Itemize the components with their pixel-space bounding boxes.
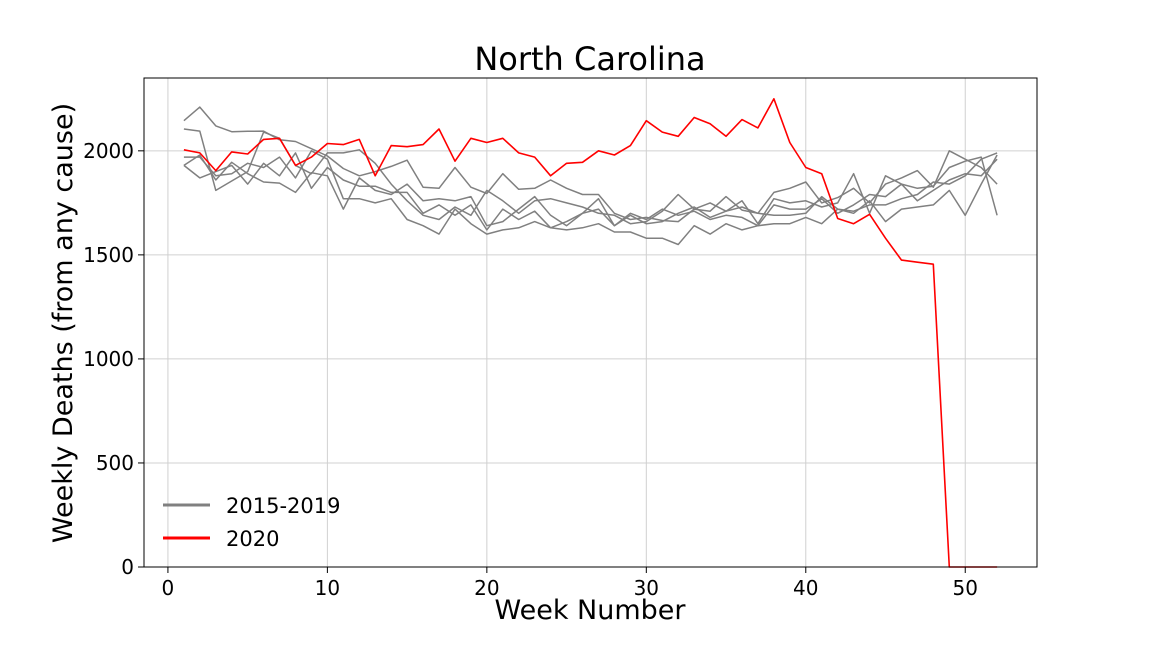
- x-ticks: 0 10 20 30 40 50: [162, 567, 978, 600]
- y-axis-label: Weekly Deaths (from any cause): [48, 103, 79, 543]
- chart-title: North Carolina: [474, 40, 705, 78]
- y-tick-label: 1500: [83, 243, 134, 267]
- series-line-2015-2019: [183, 150, 998, 246]
- legend: 2015-2019 2020: [163, 494, 340, 551]
- series-line-2015-2019: [183, 152, 998, 231]
- y-ticks: 0 500 1000 1500 2000: [83, 139, 144, 579]
- legend-label: 2020: [226, 527, 279, 551]
- x-tick-label: 10: [315, 576, 340, 600]
- x-tick-label: 40: [793, 576, 818, 600]
- x-axis-label: Week Number: [494, 595, 686, 626]
- x-tick-label: 0: [162, 576, 175, 600]
- series-line-2015-2019: [183, 154, 998, 227]
- x-tick-label: 20: [474, 576, 499, 600]
- legend-label: 2015-2019: [226, 494, 340, 518]
- y-tick-label: 1000: [83, 347, 134, 371]
- x-tick-label: 30: [634, 576, 659, 600]
- x-tick-label: 50: [953, 576, 978, 600]
- series-line-2015-2019: [183, 128, 998, 225]
- y-tick-label: 0: [121, 555, 134, 579]
- plot-frame: [143, 77, 1038, 568]
- series-line-2015-2019: [183, 106, 998, 223]
- series-lines: [183, 98, 998, 568]
- y-tick-label: 2000: [83, 139, 134, 163]
- y-tick-label: 500: [96, 451, 134, 475]
- series-line-2020: [183, 98, 998, 568]
